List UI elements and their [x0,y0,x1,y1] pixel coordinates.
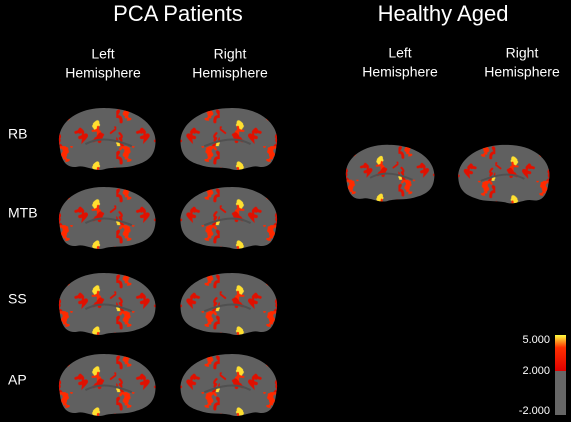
colorbar-label: 2.000 [522,365,550,377]
column-label: Hemisphere [192,65,268,81]
row-label: AP [8,372,27,388]
column-label: Right [214,46,247,62]
column-label: Hemisphere [362,64,438,80]
colorbar-gray [555,371,566,415]
column-label: Hemisphere [65,65,141,81]
column-label: Left [91,46,114,62]
group-title: PCA Patients [113,1,243,26]
row-label: RB [8,126,27,142]
colorbar-label: -2.000 [519,405,550,417]
content: PCA Patients Left Hemisphere Right Hemispher… [8,1,560,417]
colorbar-hot [555,335,566,371]
column-label: Left [388,45,411,61]
row-label: MTB [8,205,38,221]
group-title: Healthy Aged [378,1,509,26]
column-label: Hemisphere [484,64,560,80]
row-label: SS [8,291,27,307]
column-label: Right [506,45,539,61]
colorbar-label: 5.000 [522,334,550,346]
